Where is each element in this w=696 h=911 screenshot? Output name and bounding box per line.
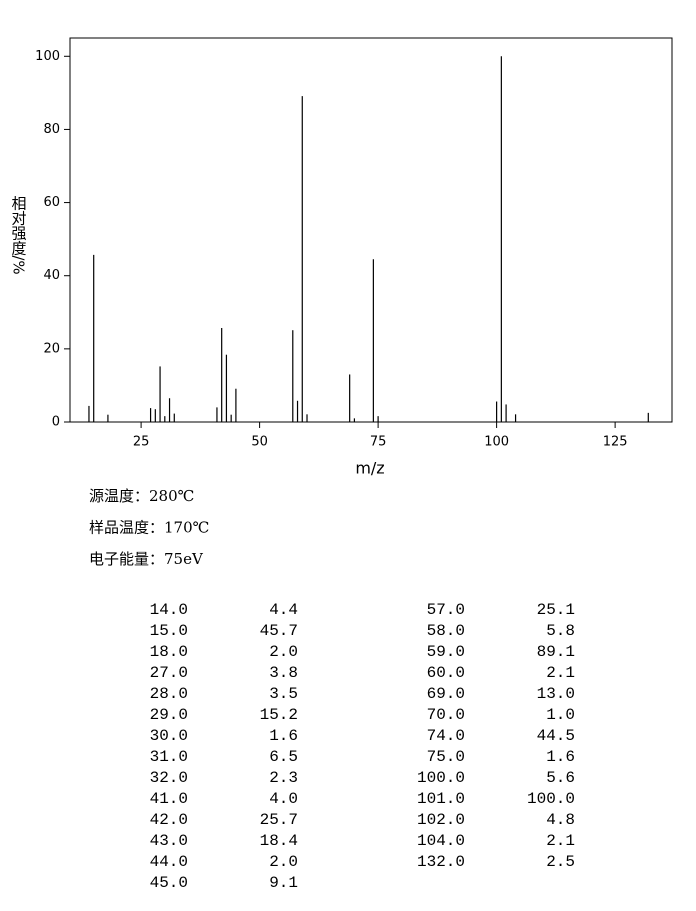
table-intensity: 44.5 xyxy=(537,727,575,745)
x-tick-label: 25 xyxy=(133,435,150,450)
table-mz: 102.0 xyxy=(417,811,465,829)
table-intensity: 2.3 xyxy=(269,769,298,787)
table-intensity: 4.4 xyxy=(269,601,298,619)
table-mz: 75.0 xyxy=(427,748,465,766)
table-mz: 69.0 xyxy=(427,685,465,703)
table-intensity: 18.4 xyxy=(260,832,298,850)
table-mz: 104.0 xyxy=(417,832,465,850)
table-intensity: 4.0 xyxy=(269,790,298,808)
table-mz: 74.0 xyxy=(427,727,465,745)
table-intensity: 5.6 xyxy=(546,769,575,787)
x-tick-label: 100 xyxy=(484,435,509,450)
table-mz: 44.0 xyxy=(150,853,188,871)
table-mz: 30.0 xyxy=(150,727,188,745)
table-mz: 27.0 xyxy=(150,664,188,682)
table-intensity: 13.0 xyxy=(537,685,575,703)
table-mz: 32.0 xyxy=(150,769,188,787)
plot-frame xyxy=(69,37,673,423)
condition: 电子能量：75eV xyxy=(89,550,204,568)
table-mz: 41.0 xyxy=(150,790,188,808)
table-mz: 59.0 xyxy=(427,643,465,661)
table-intensity: 25.1 xyxy=(537,601,575,619)
table-mz: 15.0 xyxy=(150,622,188,640)
table-mz: 43.0 xyxy=(150,832,188,850)
table-mz: 14.0 xyxy=(150,601,188,619)
table-intensity: 2.5 xyxy=(546,853,575,871)
table-intensity: 1.6 xyxy=(269,727,298,745)
table-intensity: 89.1 xyxy=(537,643,575,661)
table-intensity: 2.0 xyxy=(269,643,298,661)
y-tick-label: 60 xyxy=(43,195,60,210)
y-tick-label: 80 xyxy=(43,122,60,137)
x-tick-label: 125 xyxy=(603,435,628,450)
x-tick-label: 75 xyxy=(370,435,387,450)
table-intensity: 2.1 xyxy=(546,832,575,850)
table-mz: 18.0 xyxy=(150,643,188,661)
table-mz: 57.0 xyxy=(427,601,465,619)
table-intensity: 100.0 xyxy=(527,790,575,808)
table-intensity: 1.0 xyxy=(546,706,575,724)
table-mz: 29.0 xyxy=(150,706,188,724)
table-mz: 100.0 xyxy=(417,769,465,787)
table-mz: 101.0 xyxy=(417,790,465,808)
table-intensity: 15.2 xyxy=(260,706,298,724)
y-tick-label: 20 xyxy=(43,341,60,356)
table-intensity: 3.5 xyxy=(269,685,298,703)
table-intensity: 6.5 xyxy=(269,748,298,766)
table-intensity: 9.1 xyxy=(269,874,298,892)
table-intensity: 3.8 xyxy=(269,664,298,682)
table-intensity: 45.7 xyxy=(260,622,298,640)
table-intensity: 2.1 xyxy=(546,664,575,682)
table-mz: 45.0 xyxy=(150,874,188,892)
table-mz: 31.0 xyxy=(150,748,188,766)
table-mz: 28.0 xyxy=(150,685,188,703)
table-intensity: 2.0 xyxy=(269,853,298,871)
table-intensity: 4.8 xyxy=(546,811,575,829)
y-tick-label: 0 xyxy=(52,415,60,430)
table-mz: 58.0 xyxy=(427,622,465,640)
table-intensity: 5.8 xyxy=(546,622,575,640)
y-tick-label: 100 xyxy=(35,49,60,64)
y-tick-label: 40 xyxy=(43,268,60,283)
x-tick-label: 50 xyxy=(251,435,268,450)
table-intensity: 1.6 xyxy=(546,748,575,766)
condition: 源温度：280℃ xyxy=(89,487,194,505)
table-mz: 132.0 xyxy=(417,853,465,871)
table-intensity: 25.7 xyxy=(260,811,298,829)
y-axis-label: 相对强度/% xyxy=(10,195,28,274)
x-axis-label: m/z xyxy=(355,459,384,478)
condition: 样品温度：170℃ xyxy=(89,519,209,537)
table-mz: 70.0 xyxy=(427,706,465,724)
table-mz: 42.0 xyxy=(150,811,188,829)
table-mz: 60.0 xyxy=(427,664,465,682)
